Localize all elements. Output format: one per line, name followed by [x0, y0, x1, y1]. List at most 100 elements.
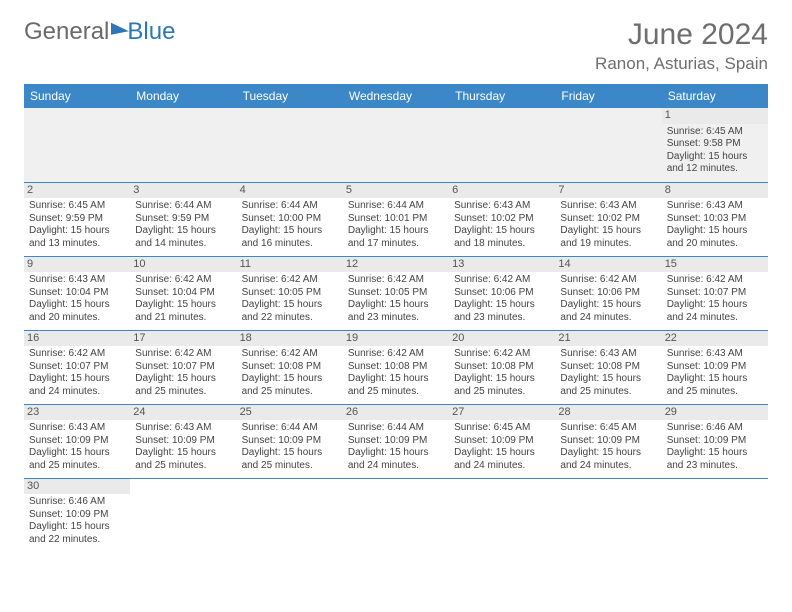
weekday-header: Monday: [130, 84, 236, 108]
calendar-week-row: 23Sunrise: 6:43 AMSunset: 10:09 PMDaylig…: [24, 404, 768, 478]
weekday-header: Friday: [555, 84, 661, 108]
day-number: 19: [343, 331, 449, 347]
calendar-empty-cell: [130, 478, 236, 552]
calendar-week-row: 1 Sunrise: 6:45 AMSunset: 9:58 PMDaylight…: [24, 108, 768, 182]
calendar-day-cell: 27Sunrise: 6:45 AMSunset: 10:09 PMDaylig…: [449, 404, 555, 478]
sunrise-text: Sunrise: 6:42 AM: [242, 274, 338, 287]
weekday-header: Thursday: [449, 84, 555, 108]
daylight-text: Daylight: 15 hours and 25 minutes.: [348, 373, 444, 398]
sunrise-text: Sunrise: 6:42 AM: [348, 348, 444, 361]
logo: General Blue: [24, 18, 175, 46]
calendar-day-cell: 4Sunrise: 6:44 AMSunset: 10:00 PMDayligh…: [237, 182, 343, 256]
calendar-week-row: 9Sunrise: 6:43 AMSunset: 10:04 PMDayligh…: [24, 256, 768, 330]
calendar-day-cell: 20Sunrise: 6:42 AMSunset: 10:08 PMDaylig…: [449, 330, 555, 404]
sunset-text: Sunset: 10:08 PM: [242, 361, 338, 374]
sunset-text: Sunset: 10:09 PM: [135, 435, 231, 448]
day-number: 7: [555, 183, 661, 199]
sunset-text: Sunset: 10:08 PM: [348, 361, 444, 374]
sunset-text: Sunset: 10:06 PM: [560, 287, 656, 300]
daylight-text: Daylight: 15 hours and 20 minutes.: [29, 299, 125, 324]
day-number: 11: [237, 257, 343, 273]
daylight-text: Daylight: 15 hours and 25 minutes.: [454, 373, 550, 398]
day-number: 12: [343, 257, 449, 273]
calendar-day-cell: 12Sunrise: 6:42 AMSunset: 10:05 PMDaylig…: [343, 256, 449, 330]
daylight-text: Daylight: 15 hours and 22 minutes.: [29, 521, 125, 546]
daylight-text: Daylight: 15 hours and 12 minutes.: [667, 151, 763, 176]
sunset-text: Sunset: 10:00 PM: [242, 213, 338, 226]
sunrise-text: Sunrise: 6:45 AM: [454, 422, 550, 435]
weekday-header: Saturday: [662, 84, 768, 108]
calendar-empty-cell: [555, 108, 661, 182]
day-number: 30: [24, 479, 130, 495]
calendar-empty-cell: [343, 478, 449, 552]
day-number: 24: [130, 405, 236, 421]
calendar-empty-cell: [237, 478, 343, 552]
sunset-text: Sunset: 10:09 PM: [667, 361, 763, 374]
day-number: 3: [130, 183, 236, 199]
calendar-day-cell: 9Sunrise: 6:43 AMSunset: 10:04 PMDayligh…: [24, 256, 130, 330]
calendar-day-cell: 24Sunrise: 6:43 AMSunset: 10:09 PMDaylig…: [130, 404, 236, 478]
calendar-day-cell: 26Sunrise: 6:44 AMSunset: 10:09 PMDaylig…: [343, 404, 449, 478]
daylight-text: Daylight: 15 hours and 22 minutes.: [242, 299, 338, 324]
calendar-day-cell: 1 Sunrise: 6:45 AMSunset: 9:58 PMDaylight…: [662, 108, 768, 182]
sunset-text: Sunset: 10:02 PM: [560, 213, 656, 226]
sunrise-text: Sunrise: 6:45 AM: [560, 422, 656, 435]
day-number: 28: [555, 405, 661, 421]
sunrise-text: Sunrise: 6:44 AM: [348, 422, 444, 435]
sunset-text: Sunset: 10:09 PM: [348, 435, 444, 448]
day-number: 8: [662, 183, 768, 199]
sunset-text: Sunset: 10:09 PM: [667, 435, 763, 448]
sunrise-text: Sunrise: 6:43 AM: [135, 422, 231, 435]
day-number: 17: [130, 331, 236, 347]
daylight-text: Daylight: 15 hours and 24 minutes.: [454, 447, 550, 472]
logo-text-blue: Blue: [127, 18, 175, 46]
day-number: 15: [662, 257, 768, 273]
weekday-header: Wednesday: [343, 84, 449, 108]
daylight-text: Daylight: 15 hours and 19 minutes.: [560, 225, 656, 250]
daylight-text: Daylight: 15 hours and 25 minutes.: [667, 373, 763, 398]
sunset-text: Sunset: 10:05 PM: [242, 287, 338, 300]
sunrise-text: Sunrise: 6:43 AM: [29, 422, 125, 435]
day-number: 1: [662, 108, 768, 124]
sunrise-text: Sunrise: 6:43 AM: [667, 348, 763, 361]
day-number: 10: [130, 257, 236, 273]
calendar-day-cell: 14Sunrise: 6:42 AMSunset: 10:06 PMDaylig…: [555, 256, 661, 330]
location: Ranon, Asturias, Spain: [595, 54, 768, 74]
sunrise-text: Sunrise: 6:42 AM: [29, 348, 125, 361]
calendar-week-row: 2Sunrise: 6:45 AMSunset: 9:59 PMDaylight…: [24, 182, 768, 256]
calendar-day-cell: 13Sunrise: 6:42 AMSunset: 10:06 PMDaylig…: [449, 256, 555, 330]
daylight-text: Daylight: 15 hours and 13 minutes.: [29, 225, 125, 250]
daylight-text: Daylight: 15 hours and 21 minutes.: [135, 299, 231, 324]
calendar-day-cell: 7Sunrise: 6:43 AMSunset: 10:02 PMDayligh…: [555, 182, 661, 256]
daylight-text: Daylight: 15 hours and 25 minutes.: [242, 447, 338, 472]
sunset-text: Sunset: 9:58 PM: [667, 138, 763, 151]
daylight-text: Daylight: 15 hours and 25 minutes.: [29, 447, 125, 472]
sunset-text: Sunset: 10:04 PM: [135, 287, 231, 300]
sunrise-text: Sunrise: 6:43 AM: [560, 348, 656, 361]
calendar-empty-cell: [449, 108, 555, 182]
sunrise-text: Sunrise: 6:42 AM: [135, 348, 231, 361]
calendar-empty-cell: [130, 108, 236, 182]
sunset-text: Sunset: 10:05 PM: [348, 287, 444, 300]
calendar-day-cell: 3Sunrise: 6:44 AMSunset: 9:59 PMDaylight…: [130, 182, 236, 256]
sunrise-text: Sunrise: 6:45 AM: [667, 126, 763, 139]
daylight-text: Daylight: 15 hours and 25 minutes.: [242, 373, 338, 398]
sunset-text: Sunset: 10:09 PM: [29, 435, 125, 448]
calendar-empty-cell: [343, 108, 449, 182]
calendar-header-row: SundayMondayTuesdayWednesdayThursdayFrid…: [24, 84, 768, 108]
day-number: 16: [24, 331, 130, 347]
sunset-text: Sunset: 10:07 PM: [667, 287, 763, 300]
weekday-header: Tuesday: [237, 84, 343, 108]
calendar-day-cell: 17Sunrise: 6:42 AMSunset: 10:07 PMDaylig…: [130, 330, 236, 404]
sunset-text: Sunset: 10:09 PM: [29, 509, 125, 522]
sunset-text: Sunset: 10:07 PM: [29, 361, 125, 374]
calendar-empty-cell: [555, 478, 661, 552]
sunrise-text: Sunrise: 6:44 AM: [135, 200, 231, 213]
daylight-text: Daylight: 15 hours and 23 minutes.: [348, 299, 444, 324]
day-number: 29: [662, 405, 768, 421]
day-number: 21: [555, 331, 661, 347]
sunset-text: Sunset: 10:08 PM: [454, 361, 550, 374]
sunrise-text: Sunrise: 6:42 AM: [454, 274, 550, 287]
day-number: 25: [237, 405, 343, 421]
calendar-day-cell: 22Sunrise: 6:43 AMSunset: 10:09 PMDaylig…: [662, 330, 768, 404]
